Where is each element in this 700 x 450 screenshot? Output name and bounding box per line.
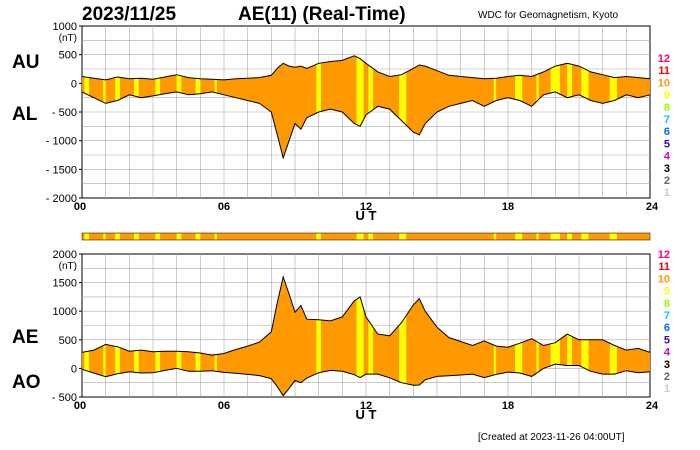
station-count-segment bbox=[581, 233, 589, 240]
station-count-segment bbox=[176, 233, 182, 240]
station-count-segment bbox=[515, 233, 523, 240]
station-count-segment bbox=[195, 233, 201, 240]
y-tick-label: - 1500 bbox=[46, 164, 77, 176]
y-tick-label: - 500 bbox=[52, 392, 77, 404]
au-label: AU bbox=[12, 52, 40, 73]
station-count-segment bbox=[567, 233, 572, 240]
station-count-segment bbox=[399, 233, 407, 240]
x-axis-label: U T bbox=[356, 407, 377, 422]
station-count-segment bbox=[368, 233, 374, 240]
legend-count-bottom: 5 bbox=[664, 334, 670, 346]
legend-count-bottom: 12 bbox=[658, 249, 670, 261]
station-count-segment bbox=[550, 233, 561, 240]
legend-count-bottom: 3 bbox=[664, 359, 670, 371]
series-line-au bbox=[81, 55, 651, 81]
x-axis-label: U T bbox=[356, 208, 377, 223]
series-line-ao bbox=[81, 363, 651, 397]
station-count-segment bbox=[134, 233, 139, 240]
series-line-ae bbox=[81, 275, 651, 356]
legend-count-bottom: 1 bbox=[664, 383, 670, 395]
highlight-strip bbox=[399, 276, 407, 396]
legend-count-top: 8 bbox=[664, 102, 670, 114]
legend-count-top: 7 bbox=[664, 114, 670, 126]
station-count-segment bbox=[115, 233, 120, 240]
x-tick-label: 24 bbox=[646, 201, 659, 213]
legend-count-top: 1 bbox=[664, 187, 670, 199]
ao-label: AO bbox=[12, 372, 41, 393]
y-unit-label: (nT) bbox=[59, 33, 77, 44]
highlight-strip bbox=[316, 276, 322, 396]
y-tick-label: 1000 bbox=[53, 21, 77, 33]
created-timestamp: [Created at 2023-11-26 04:00UT] bbox=[478, 432, 625, 443]
highlight-strip bbox=[399, 55, 407, 158]
y-tick-label: - 500 bbox=[52, 107, 77, 119]
legend-count-top: 2 bbox=[664, 175, 670, 187]
x-tick-label: 00 bbox=[74, 400, 86, 412]
date-title: 2023/11/25 bbox=[82, 4, 177, 25]
y-tick-label: - 1000 bbox=[46, 136, 77, 148]
y-tick-label: 0 bbox=[71, 363, 77, 375]
highlight-strip bbox=[368, 55, 374, 158]
y-tick-label: 500 bbox=[59, 50, 77, 62]
panel-au-al bbox=[79, 25, 651, 199]
y-tick-label: 2000 bbox=[53, 249, 77, 261]
highlight-strip bbox=[368, 276, 374, 396]
legend-count-bottom: 2 bbox=[664, 371, 670, 383]
legend-count-top: 5 bbox=[664, 138, 670, 150]
legend-count-top: 6 bbox=[664, 126, 670, 138]
legend-count-top: 10 bbox=[658, 77, 670, 89]
legend-count-bottom: 8 bbox=[664, 298, 670, 310]
station-count-segment bbox=[214, 233, 217, 240]
station-count-segment bbox=[609, 233, 617, 240]
legend-count-top: 11 bbox=[658, 65, 670, 77]
y-unit-label: (nT) bbox=[59, 261, 77, 272]
station-count-segment bbox=[356, 233, 364, 240]
legend-count-bottom: 11 bbox=[658, 261, 670, 273]
al-label: AL bbox=[12, 104, 38, 125]
x-tick-label: 00 bbox=[74, 201, 86, 213]
station-count-strip bbox=[81, 232, 651, 241]
ae-label: AE bbox=[12, 327, 39, 348]
station-count-segment bbox=[155, 233, 161, 240]
x-tick-label: 18 bbox=[502, 400, 514, 412]
legend-count-top: 4 bbox=[664, 151, 671, 163]
y-tick-label: - 2000 bbox=[46, 193, 77, 205]
station-count-segment bbox=[84, 233, 90, 240]
legend-count-top: 12 bbox=[658, 53, 670, 65]
x-tick-label: 06 bbox=[218, 201, 230, 213]
panel-ae-ao bbox=[79, 253, 651, 398]
station-count-segment bbox=[536, 233, 539, 240]
highlight-strip bbox=[316, 55, 322, 158]
legend-count-bottom: 7 bbox=[664, 310, 670, 322]
legend-count-bottom: 10 bbox=[658, 273, 670, 285]
highlight-strip bbox=[567, 276, 572, 396]
legend-count-bottom: 9 bbox=[664, 286, 670, 298]
chart-title: AE(11) (Real-Time) bbox=[238, 4, 406, 25]
filled-band bbox=[82, 55, 650, 158]
organization-label: WDC for Geomagnetism, Kyoto bbox=[478, 10, 619, 21]
highlight-strip bbox=[356, 55, 364, 158]
legend-count-top: 9 bbox=[664, 90, 670, 102]
station-count-segment bbox=[316, 233, 322, 240]
x-tick-label: 12 bbox=[360, 400, 372, 412]
highlight-strip bbox=[356, 276, 364, 396]
station-count-segment bbox=[493, 233, 497, 240]
x-tick-label: 06 bbox=[218, 400, 230, 412]
y-tick-label: 500 bbox=[59, 335, 77, 347]
station-count-segment bbox=[103, 233, 106, 240]
y-tick-label: 1500 bbox=[53, 278, 77, 290]
x-tick-label: 24 bbox=[646, 400, 659, 412]
series-line-al bbox=[81, 91, 651, 160]
y-tick-label: 0 bbox=[71, 78, 77, 90]
x-tick-label: 12 bbox=[360, 201, 372, 213]
legend-count-bottom: 4 bbox=[664, 347, 671, 359]
legend-count-bottom: 6 bbox=[664, 322, 670, 334]
filled-band bbox=[82, 276, 650, 396]
legend-count-top: 3 bbox=[664, 163, 670, 175]
y-tick-label: 1000 bbox=[53, 306, 77, 318]
x-tick-label: 18 bbox=[502, 201, 514, 213]
